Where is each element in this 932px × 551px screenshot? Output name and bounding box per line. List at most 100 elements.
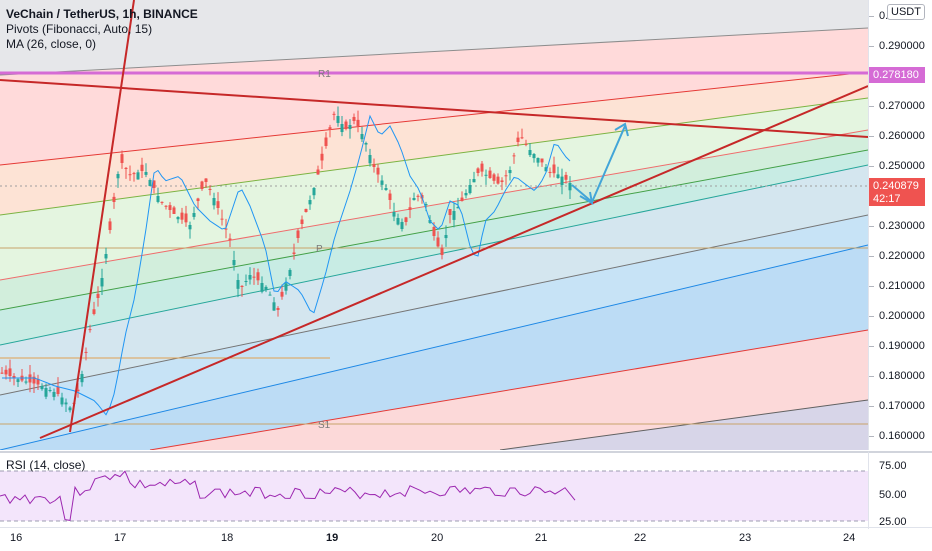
candle-body xyxy=(280,291,284,297)
candle-body xyxy=(388,193,392,200)
band-gray-top xyxy=(0,0,868,75)
candle-body xyxy=(328,127,332,130)
time-label-23: 23 xyxy=(739,532,752,544)
rsi-line xyxy=(0,470,576,521)
candle-body xyxy=(316,169,320,175)
candle-body xyxy=(504,175,508,177)
currency-button[interactable]: USDT xyxy=(887,4,925,20)
candle-body xyxy=(68,407,72,411)
candle-body xyxy=(32,376,36,384)
candle-body xyxy=(432,227,436,236)
rsi-indicator-label[interactable]: RSI (14, close) xyxy=(6,458,86,472)
pivots-indicator-label[interactable]: Pivots (Fibonacci, Auto, 15) xyxy=(6,22,153,36)
candles xyxy=(0,106,572,413)
channel-line-8 xyxy=(0,244,868,450)
candle-body xyxy=(200,181,204,189)
candle-body xyxy=(228,238,232,240)
candle-body xyxy=(568,183,572,191)
candle-countdown: 42:17 xyxy=(873,193,901,205)
candle-body xyxy=(296,230,300,238)
price-tick-mark xyxy=(869,16,874,17)
candle-body xyxy=(472,179,476,183)
candle-body xyxy=(16,379,20,383)
candle-body xyxy=(192,213,196,217)
candle-body xyxy=(524,143,528,145)
candle-body xyxy=(488,170,492,178)
price-tick-label: 0.230000 xyxy=(879,220,925,232)
candle-body xyxy=(300,219,304,224)
candle-body xyxy=(0,372,4,374)
candle-body xyxy=(408,207,412,210)
chart-drawing: R1 P S1 xyxy=(0,0,868,450)
price-tick-label: 0.190000 xyxy=(879,340,925,352)
rsi-band xyxy=(0,471,868,521)
candle-body xyxy=(204,178,208,182)
candle-body xyxy=(348,125,352,130)
candle-body xyxy=(380,180,384,185)
candle-body xyxy=(460,197,464,201)
candle-body xyxy=(156,196,160,202)
rsi-pane[interactable]: RSI (14, close) xyxy=(0,451,868,529)
candle-body xyxy=(424,204,428,206)
candle-body xyxy=(140,164,144,171)
candle-body xyxy=(376,167,380,175)
candle-body xyxy=(44,388,48,397)
candle-body xyxy=(548,171,552,173)
candle-body xyxy=(216,201,220,208)
candle-body xyxy=(396,218,400,225)
candle-body xyxy=(128,174,132,176)
candle-body xyxy=(8,368,12,376)
candle-body xyxy=(220,218,224,220)
price-tick-label: 0.290000 xyxy=(879,40,925,52)
candle-body xyxy=(344,121,348,129)
ma-indicator-label[interactable]: MA (26, close, 0) xyxy=(6,37,97,51)
candle-body xyxy=(540,158,544,163)
time-label-24: 24 xyxy=(843,532,856,544)
time-label-20: 20 xyxy=(431,532,444,544)
candle-body xyxy=(356,119,360,126)
main-chart[interactable]: R1 P S1 VeChain / TetherUS, 1h, BINANCE … xyxy=(0,0,868,450)
candle-body xyxy=(84,351,88,353)
symbol-title[interactable]: VeChain / TetherUS, 1h, BINANCE xyxy=(6,7,198,21)
candle-body xyxy=(116,174,120,179)
price-tick-label: 0.180000 xyxy=(879,370,925,382)
candle-body xyxy=(76,389,80,392)
candle-body xyxy=(112,196,116,202)
candle-body xyxy=(52,392,56,397)
candle-body xyxy=(464,193,468,196)
candle-body xyxy=(412,198,416,201)
price-tick-mark xyxy=(869,166,874,167)
candle-body xyxy=(108,221,112,230)
candle-body xyxy=(304,208,308,212)
price-tick-label: 0.250000 xyxy=(879,160,925,172)
time-axis[interactable]: 16 17 18 19 20 21 22 23 24 xyxy=(0,527,932,551)
candle-body xyxy=(452,211,456,220)
price-tick-label: 0.260000 xyxy=(879,130,925,142)
price-axis[interactable]: 0.3000000.2900000.2800000.2700000.260000… xyxy=(868,0,932,450)
candle-body xyxy=(500,180,504,182)
candle-body xyxy=(132,173,136,175)
rsi-axis[interactable]: 75.00 50.00 25.00 xyxy=(868,451,932,529)
channel-line-2 xyxy=(0,71,868,166)
time-label-19: 19 xyxy=(326,532,339,544)
candle-body xyxy=(144,172,148,175)
candle-body xyxy=(368,155,372,164)
time-label-18: 18 xyxy=(221,532,234,544)
price-tick-mark xyxy=(869,286,874,287)
candle-body xyxy=(532,154,536,159)
candle-body xyxy=(416,195,420,197)
channel-line-1 xyxy=(0,27,868,76)
band-green-light xyxy=(0,98,868,280)
r1-price-badge: 0.278180 xyxy=(869,67,925,83)
candle-body xyxy=(436,237,440,247)
candle-body xyxy=(164,205,168,207)
price-tick-mark xyxy=(869,256,874,257)
candle-body xyxy=(252,276,256,278)
rsi-tick-75: 75.00 xyxy=(879,460,907,472)
channel-line-7 xyxy=(0,214,868,396)
candle-body xyxy=(276,308,280,310)
steep-trendline xyxy=(69,0,135,433)
candle-body xyxy=(372,164,376,167)
candle-body xyxy=(340,124,344,133)
candle-body xyxy=(536,158,540,163)
